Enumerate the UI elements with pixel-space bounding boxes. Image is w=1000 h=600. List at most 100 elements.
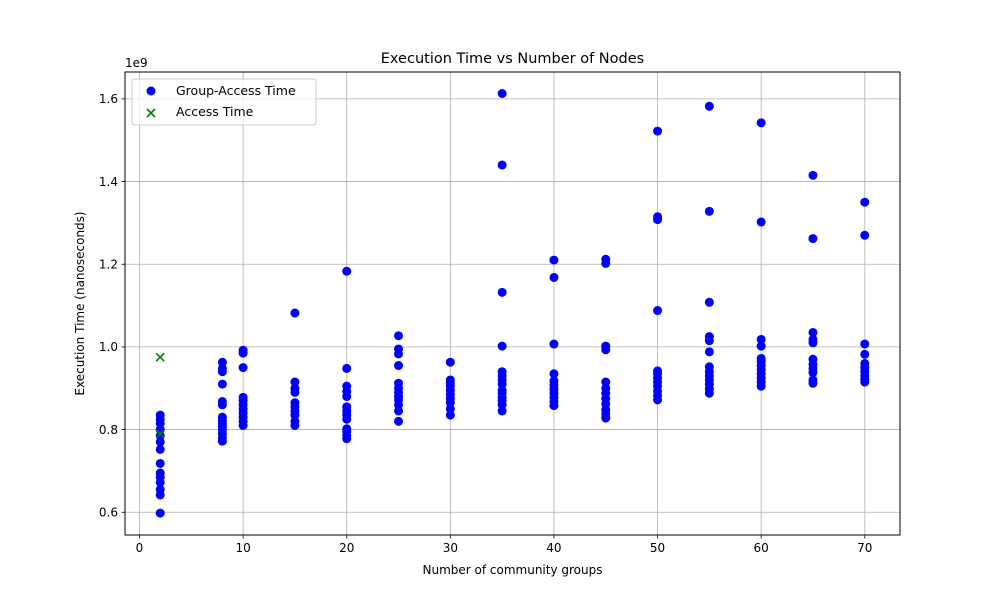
group-access-time-point — [653, 306, 663, 316]
group-access-time-point — [704, 362, 714, 372]
group-access-time-point — [342, 381, 352, 391]
group-access-time-point — [756, 341, 766, 351]
group-access-time-point — [808, 354, 818, 364]
group-access-time-point — [704, 332, 714, 342]
x-axis-label: Number of community groups — [423, 563, 603, 577]
legend: Group-Access Time Access Time — [131, 78, 317, 126]
group-access-time-point — [155, 437, 165, 447]
group-access-time-point — [860, 197, 870, 207]
group-access-time-point — [653, 126, 663, 136]
x-tick-label: 40 — [546, 541, 561, 555]
x-tick-label: 30 — [443, 541, 458, 555]
group-access-time-point — [704, 206, 714, 216]
y-tick-label: 1.0 — [99, 340, 118, 354]
group-access-time-point — [155, 444, 165, 454]
y-tick-label: 0.6 — [99, 506, 118, 520]
group-access-time-point — [860, 358, 870, 368]
group-access-time-point — [497, 160, 507, 170]
x-tick-label: 10 — [235, 541, 250, 555]
x-tick-label: 0 — [136, 541, 144, 555]
group-access-time-point — [238, 392, 248, 402]
group-access-time-point — [445, 410, 455, 420]
group-access-time-point — [808, 170, 818, 180]
x-tick-label: 70 — [857, 541, 872, 555]
legend-label-access: Access Time — [176, 104, 254, 119]
group-access-time-point — [497, 341, 507, 351]
group-access-time-point — [155, 431, 165, 441]
group-access-time-point — [497, 406, 507, 416]
group-access-time-point — [290, 416, 300, 426]
x-tick-label: 60 — [754, 541, 769, 555]
group-access-time-point — [342, 402, 352, 412]
group-access-time-point — [601, 254, 611, 264]
group-access-time-point — [601, 341, 611, 351]
group-access-time-point — [342, 424, 352, 434]
group-access-time-point — [860, 230, 870, 240]
group-access-time-point — [290, 383, 300, 393]
access-time-point — [155, 429, 165, 439]
plot-area-frame — [124, 71, 901, 536]
group-access-time-point — [704, 297, 714, 307]
group-access-time-point — [497, 385, 507, 395]
chart-title: Execution Time vs Number of Nodes — [381, 51, 644, 67]
group-access-time-point — [217, 357, 227, 367]
group-access-time-point — [290, 377, 300, 387]
group-access-time-point — [394, 378, 404, 388]
group-access-time-point — [704, 101, 714, 111]
group-access-time-point — [756, 217, 766, 227]
group-access-time-point — [155, 485, 165, 495]
group-access-time-point — [217, 363, 227, 373]
y-axis-offset-label: 1e9 — [125, 56, 148, 70]
group-access-time-point — [549, 376, 559, 386]
y-tick-label: 1.6 — [99, 92, 118, 106]
group-access-time-point — [756, 334, 766, 344]
group-access-time-point — [394, 361, 404, 371]
group-access-time-point — [394, 416, 404, 426]
y-tick-label: 1.4 — [99, 175, 118, 189]
group-access-time-point — [549, 369, 559, 379]
group-access-time-point — [549, 339, 559, 349]
group-access-time-point — [290, 308, 300, 318]
group-access-time-point — [217, 379, 227, 389]
access-time-point — [155, 352, 165, 362]
group-access-time-point — [238, 363, 248, 373]
legend-label-group-access: Group-Access Time — [176, 83, 296, 98]
group-access-time-point — [497, 287, 507, 297]
group-access-time-point — [601, 383, 611, 393]
group-access-time-point — [445, 357, 455, 367]
group-access-time-point — [290, 398, 300, 408]
group-access-time-point — [808, 334, 818, 344]
group-access-time-point — [808, 327, 818, 337]
group-access-time-point — [155, 508, 165, 518]
group-access-time-point — [704, 347, 714, 357]
group-access-time-point — [808, 375, 818, 385]
x-tick-label: 50 — [650, 541, 665, 555]
group-access-time-point — [394, 344, 404, 354]
group-access-time-point — [394, 406, 404, 416]
group-access-time-point — [497, 367, 507, 377]
group-access-time-point — [217, 412, 227, 422]
y-tick-label: 1.2 — [99, 258, 118, 272]
group-access-time-point — [653, 212, 663, 222]
group-access-time-point — [756, 118, 766, 128]
data-points — [155, 88, 870, 518]
group-access-time-point — [445, 375, 455, 385]
group-access-time-point — [394, 331, 404, 341]
grid-lines — [125, 72, 900, 535]
y-tick-label: 0.8 — [99, 423, 118, 437]
group-access-time-point — [653, 366, 663, 376]
group-access-time-point — [155, 410, 165, 420]
x-tick-label: 20 — [339, 541, 354, 555]
group-access-time-point — [860, 349, 870, 359]
legend-marker-group-access — [146, 86, 156, 96]
y-axis-label: Execution Time (nanoseconds) — [73, 211, 87, 395]
group-access-time-point — [342, 266, 352, 276]
group-access-time-point — [549, 272, 559, 282]
group-access-time-point — [342, 363, 352, 373]
group-access-time-point — [217, 396, 227, 406]
group-access-time-point — [808, 234, 818, 244]
group-access-time-point — [549, 255, 559, 265]
group-access-time-point — [445, 404, 455, 414]
axis-ticks: 0 10 20 30 40 50 60 70 0.6 0.8 1.0 1.2 1.4 1.6 — [99, 92, 873, 555]
